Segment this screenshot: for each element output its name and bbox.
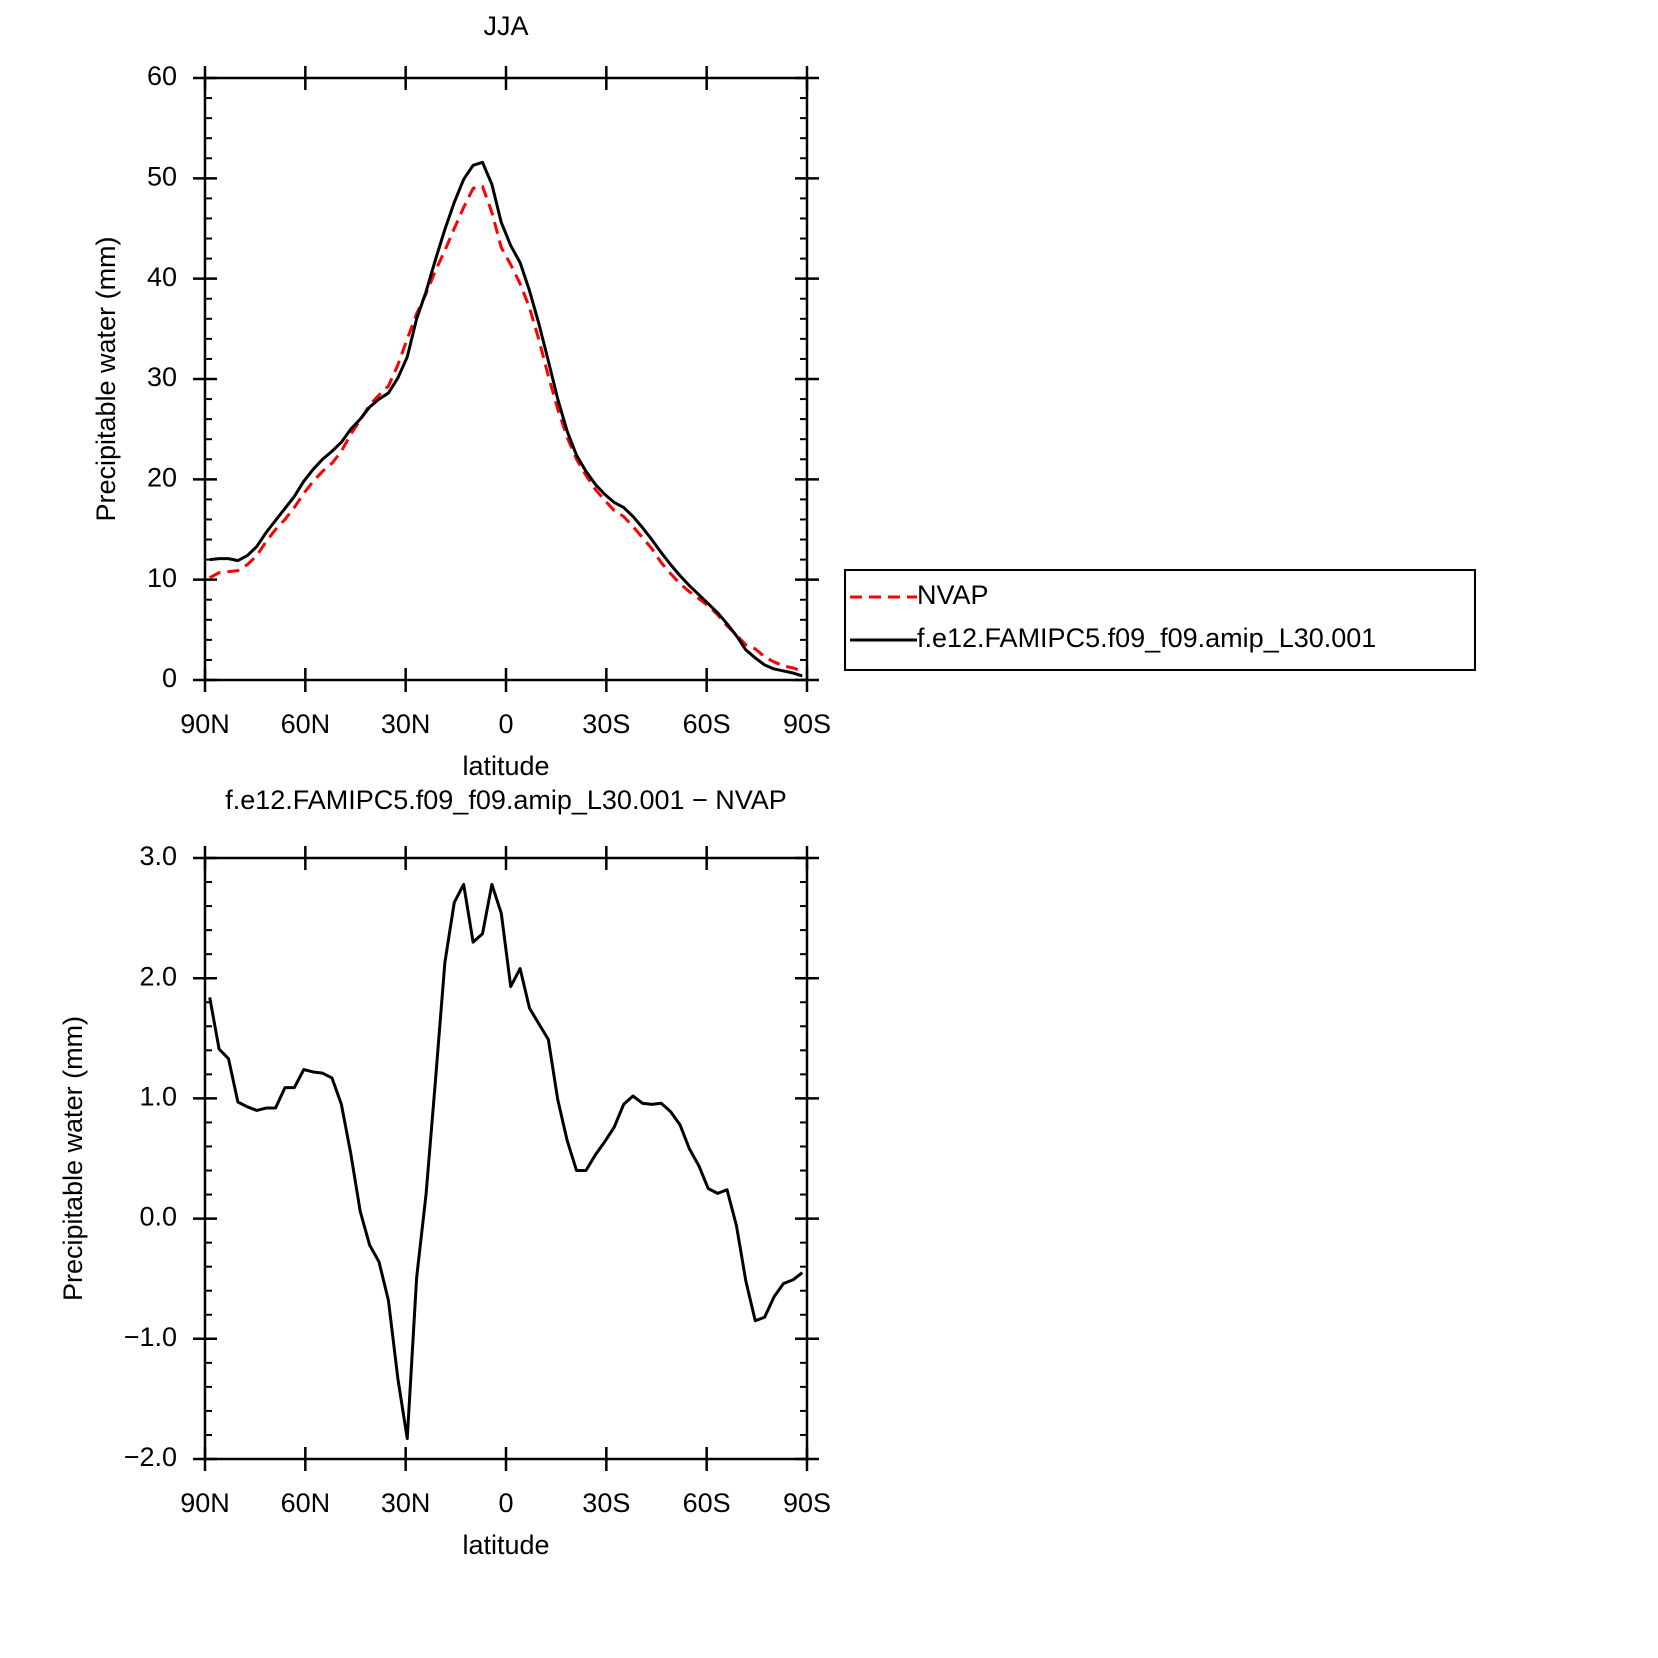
y-tick-label: 40 bbox=[147, 262, 177, 292]
y-tick-label: 2.0 bbox=[139, 961, 177, 991]
data-line bbox=[209, 184, 803, 673]
x-tick-label: 90S bbox=[783, 709, 831, 739]
y-axis-label: Precipitable water (mm) bbox=[58, 1016, 88, 1301]
y-tick-label: −2.0 bbox=[124, 1442, 177, 1472]
x-tick-label: 60N bbox=[281, 709, 331, 739]
x-tick-label: 30N bbox=[381, 1488, 431, 1518]
y-tick-label: 10 bbox=[147, 563, 177, 593]
x-tick-label: 60S bbox=[683, 1488, 731, 1518]
y-tick-label: 1.0 bbox=[139, 1082, 177, 1112]
y-tick-label: 50 bbox=[147, 161, 177, 191]
x-tick-label: 60S bbox=[683, 709, 731, 739]
legend-label: f.e12.FAMIPC5.f09_f09.amip_L30.001 bbox=[917, 623, 1376, 653]
y-tick-label: −1.0 bbox=[124, 1322, 177, 1352]
x-tick-label: 30N bbox=[381, 709, 431, 739]
chart-title: JJA bbox=[483, 11, 528, 41]
x-axis-label: latitude bbox=[462, 751, 549, 781]
y-tick-label: 20 bbox=[147, 462, 177, 492]
y-tick-label: 0 bbox=[162, 663, 177, 693]
legend-label: NVAP bbox=[917, 580, 989, 610]
x-axis-label: latitude bbox=[462, 1530, 549, 1560]
x-tick-label: 0 bbox=[498, 709, 513, 739]
y-tick-label: 3.0 bbox=[139, 841, 177, 871]
chart-title: f.e12.FAMIPC5.f09_f09.amip_L30.001 − NVA… bbox=[225, 785, 787, 815]
x-tick-label: 0 bbox=[498, 1488, 513, 1518]
x-tick-label: 90N bbox=[180, 1488, 230, 1518]
y-tick-label: 30 bbox=[147, 362, 177, 392]
x-tick-label: 60N bbox=[281, 1488, 331, 1518]
data-line bbox=[209, 160, 803, 678]
data-line bbox=[208, 882, 804, 1441]
legend-box bbox=[844, 569, 1476, 671]
y-axis-label: Precipitable water (mm) bbox=[91, 236, 121, 521]
x-tick-label: 90S bbox=[783, 1488, 831, 1518]
y-tick-label: 60 bbox=[147, 61, 177, 91]
y-tick-label: 0.0 bbox=[139, 1202, 177, 1232]
x-tick-label: 90N bbox=[180, 709, 230, 739]
x-tick-label: 30S bbox=[582, 1488, 630, 1518]
x-tick-label: 30S bbox=[582, 709, 630, 739]
